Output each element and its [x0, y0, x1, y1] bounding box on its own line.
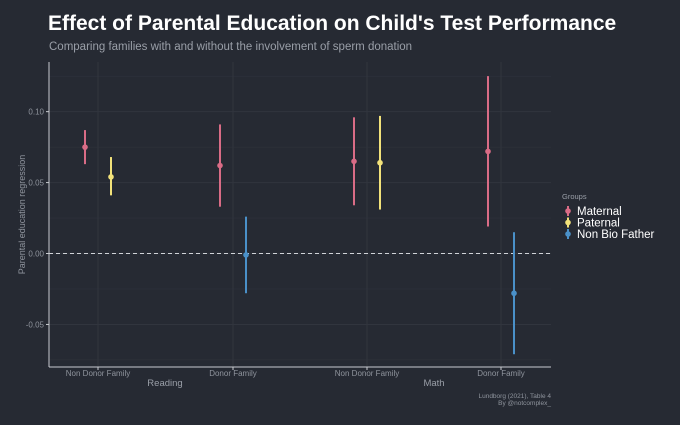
chart-title: Effect of Parental Education on Child's … — [48, 12, 617, 35]
estimate-point — [511, 290, 517, 297]
y-tick-label: 0.05 — [28, 179, 44, 188]
estimate-point — [217, 162, 223, 169]
caption-line: Lundborg (2021), Table 4 — [478, 393, 551, 400]
estimate-point — [351, 158, 357, 165]
x-tick-label: Donor Family — [209, 369, 257, 378]
grid — [49, 62, 551, 367]
y-tick-label: 0.00 — [28, 250, 44, 259]
legend-key-point — [565, 208, 571, 214]
legend-label: Paternal — [577, 218, 620, 230]
y-tick-label: 0.10 — [28, 108, 44, 117]
y-tick-label: -0.05 — [26, 320, 45, 329]
estimate-point — [82, 144, 88, 150]
legend-label: Non Bio Father — [577, 229, 655, 241]
estimate-point — [243, 252, 249, 258]
estimate-point — [108, 174, 114, 180]
group-label: Math — [423, 378, 444, 389]
x-tick-label: Donor Family — [477, 369, 525, 378]
caption-line: By @notcomplex_ — [498, 400, 551, 407]
x-tick-label: Non Donor Family — [66, 369, 130, 378]
legend-title: Groups — [562, 192, 587, 201]
chart-subtitle: Comparing families with and without the … — [49, 41, 413, 53]
legend-key-point — [565, 219, 571, 226]
estimate-point — [377, 159, 383, 166]
x-tick-label: Non Donor Family — [335, 369, 399, 378]
y-axis-title: Parental education regression — [17, 155, 27, 275]
legend-label: Maternal — [577, 206, 622, 218]
legend-key-point — [565, 231, 571, 237]
group-label: Reading — [147, 378, 182, 389]
estimate-point — [485, 148, 491, 155]
